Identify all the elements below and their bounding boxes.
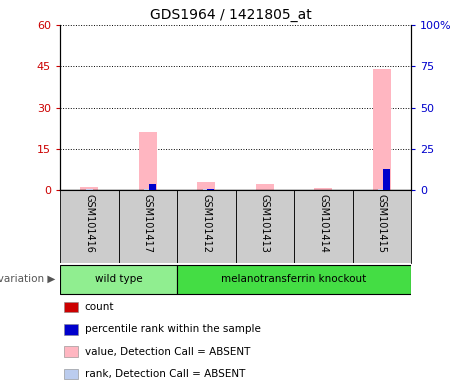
Text: GSM101412: GSM101412 xyxy=(201,194,211,253)
Text: GSM101414: GSM101414 xyxy=(318,194,328,253)
FancyBboxPatch shape xyxy=(353,190,411,263)
Text: GSM101415: GSM101415 xyxy=(377,194,387,253)
FancyBboxPatch shape xyxy=(60,265,177,295)
Bar xyxy=(203,189,210,190)
Text: value, Detection Call = ABSENT: value, Detection Call = ABSENT xyxy=(84,347,250,357)
Text: GSM101416: GSM101416 xyxy=(84,194,94,253)
Bar xyxy=(256,184,273,190)
Bar xyxy=(207,189,214,190)
Text: count: count xyxy=(84,302,114,312)
Text: GDS1964 / 1421805_at: GDS1964 / 1421805_at xyxy=(150,8,311,22)
FancyBboxPatch shape xyxy=(177,265,411,295)
Text: wild type: wild type xyxy=(95,274,142,284)
Bar xyxy=(197,182,215,190)
Bar xyxy=(86,189,93,190)
FancyBboxPatch shape xyxy=(118,190,177,263)
Bar xyxy=(378,189,385,190)
Text: GSM101417: GSM101417 xyxy=(143,194,153,253)
Bar xyxy=(81,187,98,190)
Bar xyxy=(314,188,332,190)
Text: percentile rank within the sample: percentile rank within the sample xyxy=(84,324,260,334)
Text: GSM101413: GSM101413 xyxy=(260,194,270,253)
Bar xyxy=(383,169,390,190)
Bar xyxy=(64,346,77,357)
Bar xyxy=(373,69,390,190)
Bar xyxy=(149,184,156,190)
Text: rank, Detection Call = ABSENT: rank, Detection Call = ABSENT xyxy=(84,369,245,379)
FancyBboxPatch shape xyxy=(294,190,353,263)
Bar xyxy=(144,189,151,190)
Bar xyxy=(139,132,157,190)
Text: genotype/variation ▶: genotype/variation ▶ xyxy=(0,274,55,284)
Bar xyxy=(64,324,77,335)
FancyBboxPatch shape xyxy=(177,190,236,263)
Bar xyxy=(64,302,77,313)
FancyBboxPatch shape xyxy=(236,190,294,263)
Bar xyxy=(64,369,77,379)
Text: melanotransferrin knockout: melanotransferrin knockout xyxy=(221,274,366,284)
FancyBboxPatch shape xyxy=(60,190,118,263)
